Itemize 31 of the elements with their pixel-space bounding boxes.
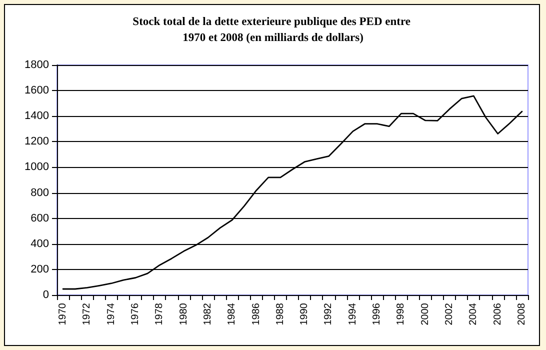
x-tick-label: 1988 [274, 302, 286, 326]
x-tick-label: 1972 [82, 302, 93, 326]
y-tick-label: 0 [42, 289, 49, 301]
x-tick-label: 1986 [250, 302, 262, 326]
x-tick-label: 1978 [154, 302, 166, 326]
x-tick-label: 2000 [420, 302, 431, 326]
x-tick-label: 1996 [372, 302, 383, 326]
x-tick-label: 1974 [106, 302, 117, 326]
x-tick-label: 1992 [323, 302, 334, 326]
x-tick-label: 1970 [58, 302, 69, 326]
x-tick-label: 2006 [492, 302, 504, 326]
chart-title: Stock total de la dette exterieure publique des PED entre 1970 et 2008 (en milliards de dollars) [132, 16, 414, 44]
x-tick-label: 1984 [226, 302, 238, 326]
y-tick-label: 1000 [24, 161, 49, 174]
y-tick-label: 800 [30, 186, 49, 199]
y-tick-label: 1400 [24, 110, 49, 122]
y-tick-label: 1600 [24, 84, 49, 97]
x-tick-label: 1994 [347, 302, 358, 326]
x-tick-label: 2004 [468, 302, 480, 326]
x-tick-label: 2008 [516, 302, 528, 326]
x-tick-label: 1982 [202, 302, 214, 326]
y-tick-label: 200 [30, 263, 49, 276]
y-tick-label: 400 [30, 238, 49, 250]
x-tick-label: 1990 [299, 302, 310, 326]
x-tick-label: 1998 [396, 302, 407, 326]
y-tick-label: 1800 [24, 59, 49, 71]
x-tick-label: 2002 [444, 302, 455, 326]
x-tick-label: 1976 [130, 302, 141, 326]
y-tick-label: 1200 [24, 136, 49, 148]
y-tick-label: 600 [30, 212, 49, 224]
x-tick-label: 1980 [178, 302, 190, 326]
